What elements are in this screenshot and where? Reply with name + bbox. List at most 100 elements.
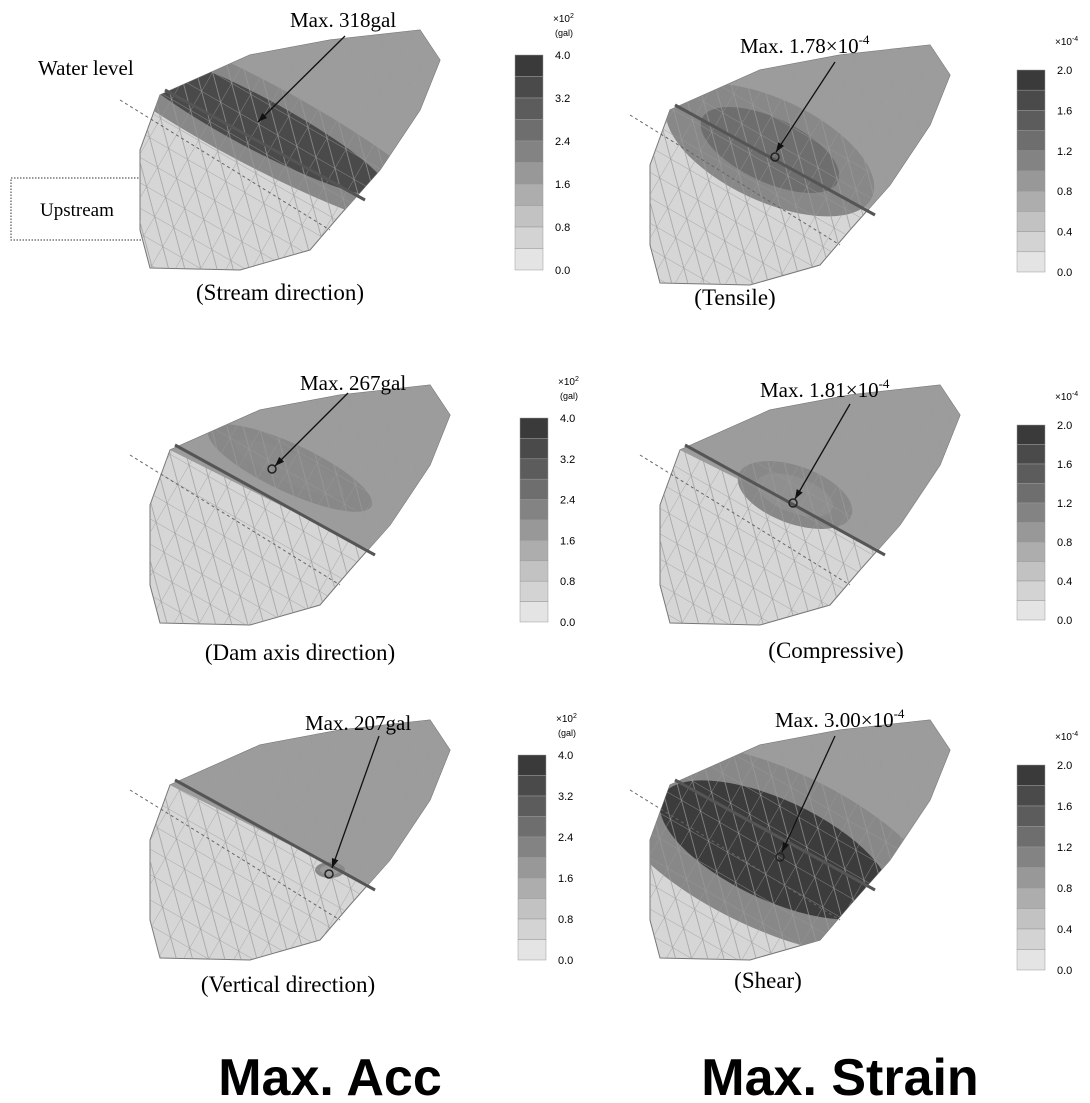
max-label: Max. 1.78×10-4 [740,32,870,58]
colorbar-tick-label: 1.6 [558,873,573,885]
colorbar-band [519,560,549,582]
unit-exponent: 2 [573,713,577,720]
dam-shading [150,720,450,960]
colorbar-band [519,580,549,602]
colorbar-band [1016,211,1046,232]
colorbar-band [1016,89,1046,111]
arrow-head [776,142,785,152]
colorbar-unit: ×102 [558,376,579,388]
colorbar-tick-label: 1.6 [1057,105,1072,117]
colorbar-tick-label: 0.0 [560,617,575,629]
dam-axis [629,789,841,921]
mesh-grid [650,720,950,960]
colorbar-band [1016,541,1046,562]
colorbar-band [1016,887,1046,909]
dam-axis [119,99,331,231]
colorbar-band [1016,826,1046,848]
colorbar-band [1016,908,1046,930]
max-text: Max. 1.78×10 [740,34,859,58]
colorbar-band [517,795,547,817]
max-exponent: -4 [859,32,870,47]
colorbar-band [1016,502,1046,523]
caption: (Shear) [734,968,802,993]
colorbar-band [1016,785,1046,807]
colorbar-band [514,226,544,249]
unit-exponent: 2 [575,376,579,383]
colorbar-tick-label: 1.6 [555,179,570,191]
colorbar-band [514,140,544,163]
colorbar-unit: ×102 [556,713,577,725]
colorbar-tick-label: 0.4 [1057,576,1072,588]
max-text: Max. 3.00×10 [775,708,894,732]
colorbar-band [1016,130,1046,152]
unit-exponent: 2 [570,13,574,20]
colorbar-band [1016,424,1046,445]
colorbar-band [1016,444,1046,465]
colorbar-band [1016,251,1046,273]
mesh-grid [150,720,450,960]
arrow [794,403,851,500]
unit-base: ×10 [1055,37,1072,48]
colorbar-unit-name: (gal) [558,728,576,738]
colorbar-tick-label: 3.2 [560,454,575,466]
max-text: Max. 207gal [305,711,411,735]
colorbar-band [517,754,547,776]
colorbar-tick-label: 4.0 [558,750,573,762]
max-label: Max. 267gal [300,371,406,395]
crest-line [684,443,886,557]
crest-line [174,443,376,557]
max-text: Max. 1.81×10 [760,378,879,402]
arrow-head [782,842,790,852]
crest-line [674,778,876,892]
colorbar-tick-label: 0.8 [560,576,575,588]
arrow [274,392,349,467]
colorbar-tick-label: 1.6 [560,535,575,547]
caption: (Stream direction) [196,280,364,305]
unit-base: ×10 [1055,732,1072,743]
max-text: Max. 318gal [290,8,396,32]
colorbar-tick-label: 0.8 [558,914,573,926]
max-exponent: -4 [894,706,905,721]
colorbar-band [514,183,544,206]
max-label: Max. 318gal [290,8,396,32]
max-marker [267,464,277,474]
colorbar-band [517,775,547,797]
mesh-grid [140,30,440,270]
mesh-grid [660,385,960,625]
unit-base: ×10 [556,714,573,725]
colorbar-band [517,857,547,879]
colorbar-band [1016,231,1046,253]
unit-exponent: -4 [1072,731,1078,738]
arrow-head [795,489,803,499]
crest-line [164,88,366,202]
unit-base: ×10 [558,377,575,388]
colorbar-tick-label: 0.0 [555,265,570,277]
colorbar-tick-label: 1.2 [1057,498,1072,510]
colorbar-tick-label: 2.4 [560,495,575,507]
unit-exponent: -4 [1072,36,1078,43]
colorbar-band [1016,522,1046,543]
colorbar-tick-label: 0.8 [1057,537,1072,549]
colorbar-band [1016,867,1046,889]
dam-panel: Max. 207gal (Vertical direction) 4.0 3.2 2.4… [129,711,577,997]
colorbar-tick-label: 2.4 [558,832,573,844]
arrow-head [275,456,285,466]
colorbar-band [517,939,547,961]
colorbar-unit: ×10-4 [1055,731,1078,743]
mesh-grid [650,45,950,285]
colorbar-tick-label: 2.0 [1057,420,1072,432]
max-label: Max. 207gal [305,711,411,735]
caption: (Dam axis direction) [205,640,395,665]
colorbar-tick-label: 1.6 [1057,801,1072,813]
dam-shading [650,720,950,960]
colorbar-tick-label: 1.2 [1057,146,1072,158]
colorbar-unit-name: (gal) [555,28,573,38]
colorbar-band [514,97,544,120]
colorbar-tick-label: 0.0 [1057,267,1072,279]
max-text: Max. 267gal [300,371,406,395]
colorbar-band [517,836,547,858]
dam-shading [650,45,950,285]
colorbar-tick-label: 0.4 [1057,227,1072,239]
arrow [775,61,836,153]
